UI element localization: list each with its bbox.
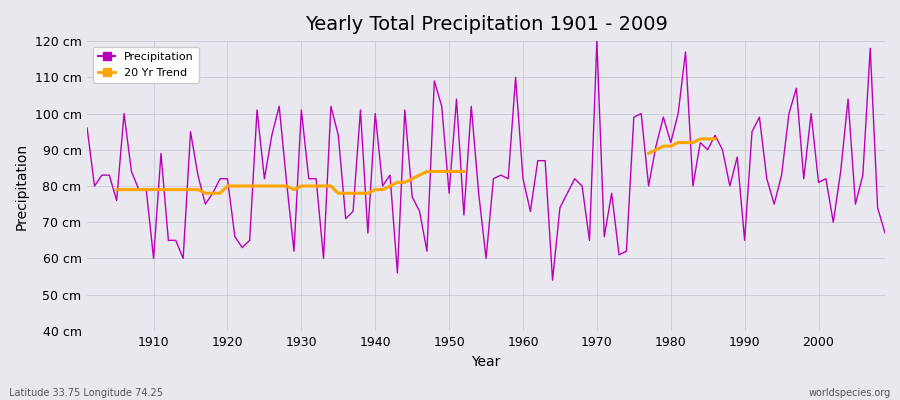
- X-axis label: Year: Year: [472, 355, 500, 369]
- Title: Yearly Total Precipitation 1901 - 2009: Yearly Total Precipitation 1901 - 2009: [304, 15, 668, 34]
- Y-axis label: Precipitation: Precipitation: [15, 142, 29, 230]
- Text: Latitude 33.75 Longitude 74.25: Latitude 33.75 Longitude 74.25: [9, 388, 163, 398]
- Text: worldspecies.org: worldspecies.org: [809, 388, 891, 398]
- Legend: Precipitation, 20 Yr Trend: Precipitation, 20 Yr Trend: [93, 47, 199, 83]
